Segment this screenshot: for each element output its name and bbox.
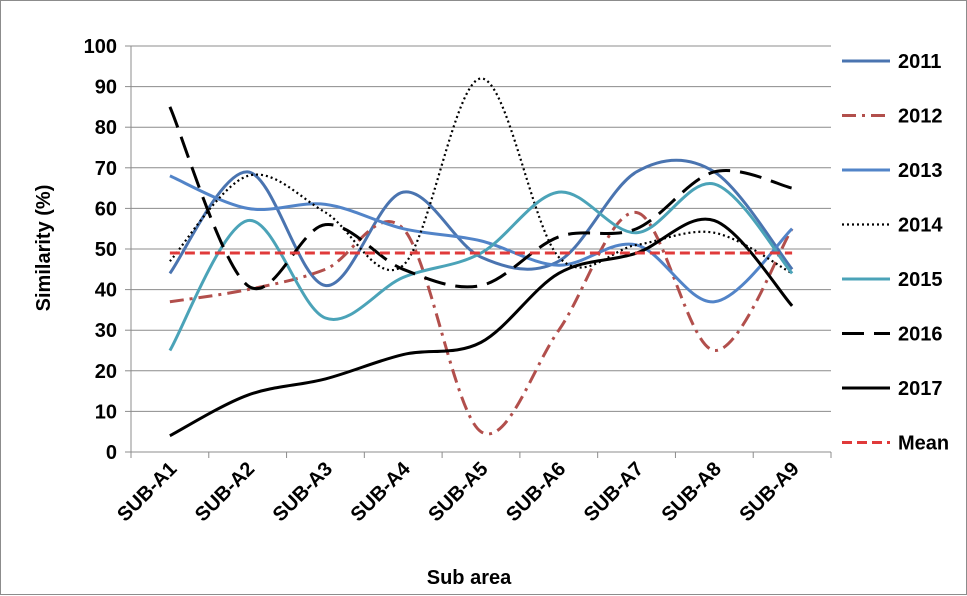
x-tick-label: SUB-A5 <box>424 458 492 526</box>
legend-label: 2013 <box>898 160 943 182</box>
series-line-2015 <box>168 182 794 352</box>
legend-label: 2014 <box>898 215 943 237</box>
y-tick-label: 40 <box>95 280 117 302</box>
y-tick-label: 80 <box>95 117 117 139</box>
y-tick-label: 0 <box>106 442 117 464</box>
series-line-2011 <box>168 158 794 288</box>
x-tick-label: SUB-A7 <box>580 458 648 526</box>
y-tick-label: 90 <box>95 77 117 99</box>
y-axis-title: Similarity (%) <box>33 185 55 312</box>
series-line-2014 <box>169 77 793 275</box>
series-line-2013 <box>169 174 794 304</box>
x-tick-labels: SUB-A1 SUB-A2 SUB-A3 SUB-A4 SUB-A5 SUB-A6 SUB-… <box>113 457 803 526</box>
y-tick-label: 70 <box>95 158 117 180</box>
series-line-2016 <box>168 106 793 291</box>
legend-label: 2015 <box>898 269 943 291</box>
y-tick-label: 50 <box>95 239 117 261</box>
x-tick-label: SUB-A4 <box>347 457 416 526</box>
y-tick-label: 30 <box>95 320 117 342</box>
x-tick-label: SUB-A9 <box>735 458 803 526</box>
series-lines <box>168 77 794 438</box>
series-line-2017 <box>169 217 794 438</box>
x-axis-title: Sub area <box>427 567 512 589</box>
y-tick-label: 20 <box>95 361 117 383</box>
x-tick-label: SUB-A2 <box>191 458 259 526</box>
legend-label: 2011 <box>898 51 941 73</box>
axes <box>130 46 832 458</box>
x-tick-label: SUB-A6 <box>502 458 570 526</box>
x-tick-label: SUB-A8 <box>658 458 726 526</box>
y-tick-label: 60 <box>95 198 117 220</box>
x-tick-label: SUB-A3 <box>269 458 337 526</box>
y-tick-label: 100 <box>84 36 117 58</box>
x-tick-label: SUB-A1 <box>113 458 181 526</box>
series-line-2012 <box>169 210 794 436</box>
legend-label: 2017 <box>898 378 943 400</box>
legend: 2011 2012 2013 2014 2015 2016 2017 Mean <box>842 51 949 455</box>
legend-label: 2012 <box>898 106 943 128</box>
legend-label: Mean <box>898 433 949 455</box>
y-tick-label: 10 <box>95 401 117 423</box>
gridlines <box>125 45 831 453</box>
legend-label: 2016 <box>898 324 943 346</box>
y-tick-labels: 0 10 20 30 40 50 60 70 80 90 100 <box>84 36 117 464</box>
